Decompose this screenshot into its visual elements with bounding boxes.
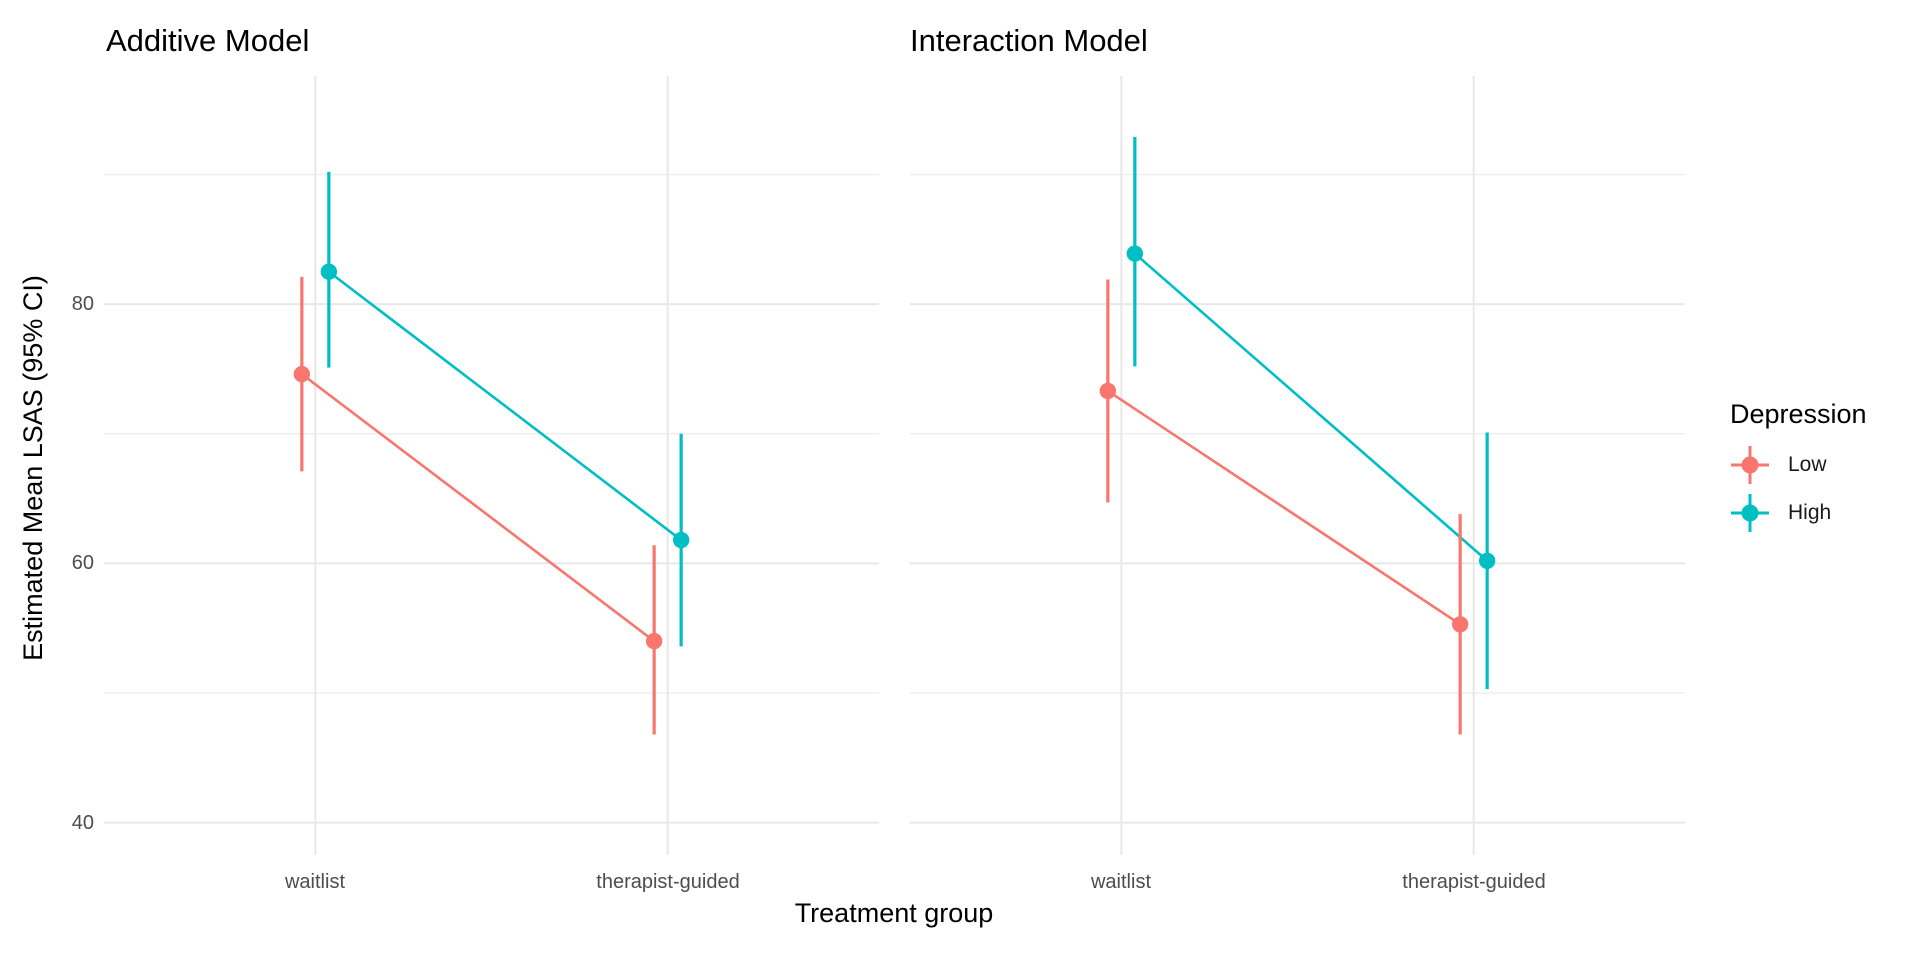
x-tick-therapist-guided-additive: therapist-guided bbox=[596, 871, 740, 893]
legend-label-high: High bbox=[1788, 501, 1832, 524]
x-axis-title: Treatment group bbox=[794, 898, 994, 928]
y-tick-40: 40 bbox=[71, 812, 94, 834]
mean-point-high-waitlist bbox=[320, 263, 338, 280]
legend-item-low: Low bbox=[1728, 441, 1867, 489]
legend-label-low: Low bbox=[1788, 453, 1827, 476]
x-tick-therapist-guided-interaction: therapist-guided bbox=[1402, 871, 1546, 893]
x-tick-waitlist-interaction: waitlist bbox=[1090, 871, 1151, 893]
trend-line-high bbox=[328, 270, 682, 542]
panel-title-interaction: Interaction Model bbox=[910, 23, 1148, 58]
pointrange-key-icon bbox=[1731, 494, 1769, 532]
mean-point-high-therapist-guided bbox=[1478, 552, 1496, 569]
y-tick-80: 80 bbox=[71, 293, 94, 315]
y-axis-title: Estimated Mean LSAS (95% CI) bbox=[18, 275, 48, 661]
panel-title-additive: Additive Model bbox=[106, 23, 310, 58]
x-tick-waitlist-additive: waitlist bbox=[284, 871, 345, 893]
legend: Depression Low High bbox=[1728, 399, 1867, 537]
mean-point-high-therapist-guided bbox=[672, 531, 690, 549]
y-tick-60: 60 bbox=[71, 552, 94, 574]
mean-point-high-waitlist bbox=[1126, 245, 1144, 262]
trend-line-low bbox=[1107, 389, 1461, 626]
mean-point-low-therapist-guided bbox=[645, 632, 663, 650]
mean-point-low-waitlist bbox=[293, 365, 311, 383]
mean-point-low-therapist-guided bbox=[1451, 616, 1469, 633]
mean-point-low-waitlist bbox=[1099, 382, 1117, 400]
trend-line-high bbox=[1133, 252, 1489, 562]
legend-item-high: High bbox=[1728, 489, 1867, 537]
pointrange-key-icon bbox=[1731, 446, 1769, 484]
trend-line-low bbox=[301, 373, 655, 643]
legend-title: Depression bbox=[1730, 399, 1867, 429]
